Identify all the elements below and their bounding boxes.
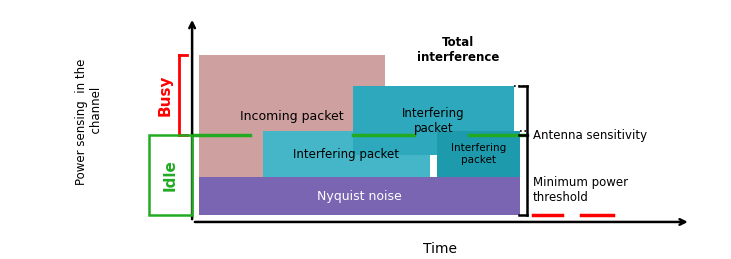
Text: Time: Time: [423, 242, 457, 256]
Text: Minimum power
threshold: Minimum power threshold: [533, 176, 628, 204]
Text: Nyquist noise: Nyquist noise: [317, 190, 402, 203]
Text: Incoming packet: Incoming packet: [240, 110, 344, 123]
Text: Total
interference: Total interference: [417, 37, 499, 64]
Text: Idle: Idle: [163, 159, 178, 191]
Text: Busy: Busy: [158, 74, 173, 116]
Text: Power sensing  in the
      channel: Power sensing in the channel: [75, 59, 103, 185]
Text: Interfering packet: Interfering packet: [293, 148, 400, 161]
Text: Interfering
packet: Interfering packet: [402, 107, 465, 135]
Text: Interfering
packet: Interfering packet: [451, 143, 506, 165]
Text: Antenna sensitivity: Antenna sensitivity: [533, 129, 647, 142]
Bar: [149, 135, 192, 215]
